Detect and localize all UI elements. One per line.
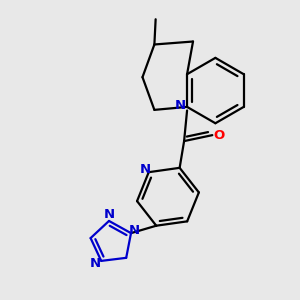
Text: O: O (213, 129, 224, 142)
Text: N: N (129, 224, 140, 237)
Text: N: N (103, 208, 115, 221)
Text: N: N (140, 163, 151, 176)
Text: N: N (90, 257, 101, 270)
Text: N: N (175, 99, 186, 112)
